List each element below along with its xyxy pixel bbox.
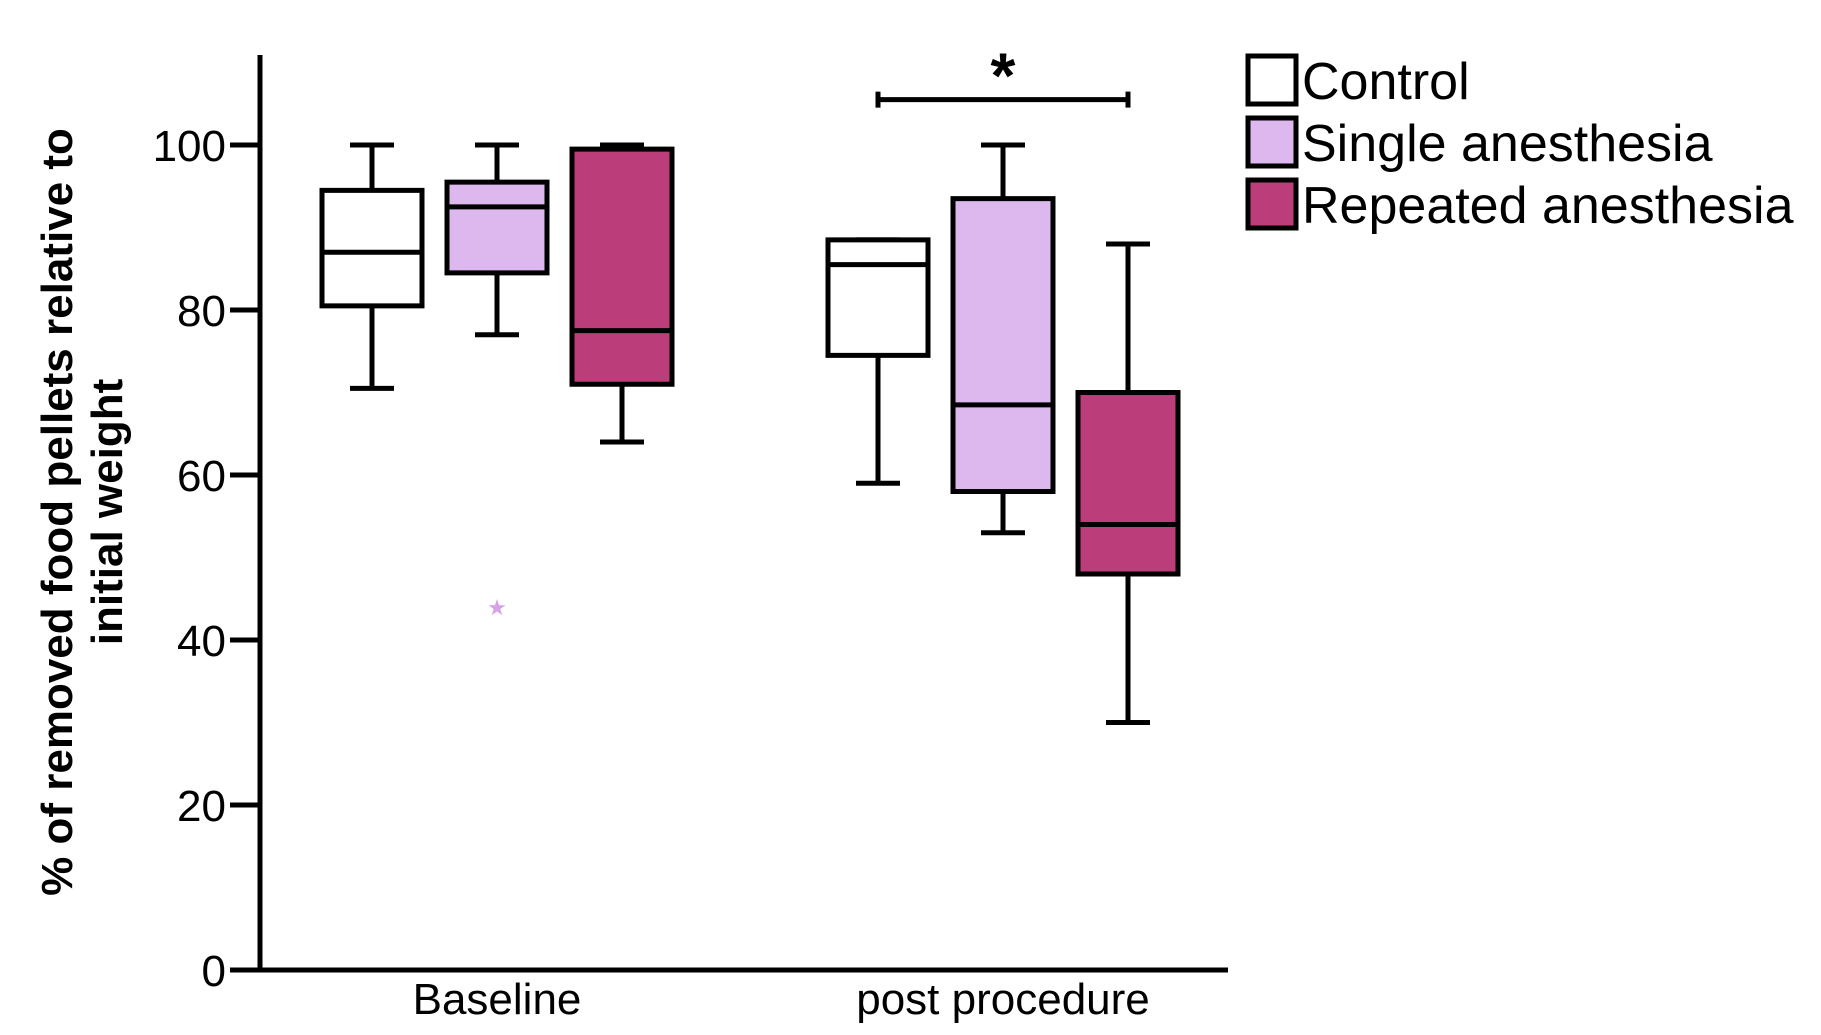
box-post-procedure-single-anesthesia [950, 142, 1056, 536]
boxes: ★ [319, 142, 1181, 725]
legend-item-single-anesthesia: Single anesthesia [1245, 115, 1713, 173]
y-axis-label: % of removed food pellets relative to in… [33, 128, 132, 896]
box-baseline-repeated-anesthesia [569, 142, 675, 445]
legend-label: Control [1302, 53, 1470, 111]
y-axis-label-line1: % of removed food pellets relative to [33, 128, 82, 896]
legend-label: Repeated anesthesia [1302, 177, 1794, 235]
iqr-box [1075, 390, 1181, 577]
y-tick-label: 60 [177, 452, 226, 501]
x-tick-label-post-procedure: post procedure [856, 975, 1150, 1024]
significance-asterisk: * [991, 40, 1016, 112]
y-tick-label: 100 [153, 122, 226, 171]
significance-annotations: * [875, 40, 1131, 112]
y-axis-label-line2: initial weight [83, 378, 132, 645]
legend-swatch [1245, 53, 1299, 107]
significance-bracket: * [875, 40, 1131, 112]
legend-swatch [1245, 115, 1299, 169]
box-post-procedure-repeated-anesthesia [1075, 241, 1181, 725]
outlier-point: ★ [487, 595, 507, 620]
y-tick-label: 0 [202, 947, 226, 996]
box-post-procedure-control [825, 237, 931, 486]
x-tick-label-baseline: Baseline [413, 975, 582, 1024]
y-tick-label: 40 [177, 617, 226, 666]
iqr-box [825, 237, 931, 358]
legend-item-control: Control [1245, 53, 1470, 111]
axes: 0 20 40 60 80 100 Baseline post procedure [153, 55, 1228, 1024]
iqr-box [319, 187, 425, 309]
box-baseline-single-anesthesia: ★ [444, 142, 550, 620]
box-baseline-control [319, 142, 425, 391]
y-tick-label: 80 [177, 287, 226, 336]
iqr-box [444, 179, 550, 276]
legend-label: Single anesthesia [1302, 115, 1713, 173]
legend-item-repeated-anesthesia: Repeated anesthesia [1245, 177, 1794, 235]
iqr-box [950, 196, 1056, 494]
iqr-box [569, 146, 675, 387]
legend-swatch [1245, 177, 1299, 231]
y-tick-label: 20 [177, 782, 226, 831]
